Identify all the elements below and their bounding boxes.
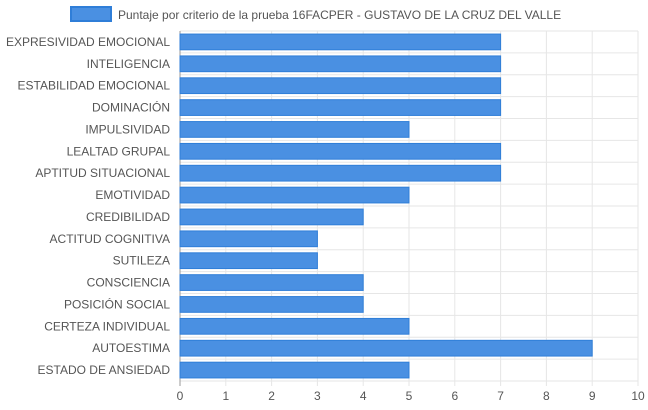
y-axis-labels: EXPRESIVIDAD EMOCIONAL INTELIGENCIA ESTABI… — [6, 35, 170, 377]
bar[interactable] — [179, 208, 364, 226]
category-label: AUTOESTIMA — [92, 341, 170, 355]
x-tick-label: 2 — [268, 389, 275, 403]
x-tick-label: 4 — [360, 389, 367, 403]
legend[interactable]: Puntaje por criterio de la prueba 16FACP… — [70, 6, 561, 22]
category-label: LEALTAD GRUPAL — [67, 144, 171, 158]
x-tick-label: 10 — [631, 389, 645, 403]
bar[interactable] — [179, 252, 318, 270]
x-tick-label: 6 — [451, 389, 458, 403]
category-label: SUTILEZA — [113, 254, 170, 268]
category-label: ESTABILIDAD EMOCIONAL — [18, 79, 171, 93]
legend-swatch — [70, 6, 112, 22]
category-label: CONSCIENCIA — [87, 276, 170, 290]
bar[interactable] — [179, 164, 502, 182]
bar[interactable] — [179, 33, 502, 51]
x-tick-label: 5 — [406, 389, 413, 403]
legend-label: Puntaje por criterio de la prueba 16FACP… — [118, 8, 561, 22]
bars — [179, 33, 593, 379]
x-tick-label: 8 — [543, 389, 550, 403]
x-axis-labels: 0 1 2 3 4 5 6 7 8 9 10 — [177, 389, 645, 403]
category-label: ESTADO DE ANSIEDAD — [38, 363, 171, 377]
bar[interactable] — [179, 361, 410, 379]
bar[interactable] — [179, 186, 410, 204]
category-label: CERTEZA INDIVIDUAL — [44, 319, 170, 333]
bar[interactable] — [179, 77, 502, 95]
bar[interactable] — [179, 99, 502, 116]
x-tick-label: 9 — [589, 389, 596, 403]
bar[interactable] — [179, 230, 318, 248]
category-label: IMPULSIVIDAD — [85, 122, 170, 136]
bar[interactable] — [179, 142, 502, 160]
category-label: INTELIGENCIA — [87, 57, 170, 71]
category-label: EXPRESIVIDAD EMOCIONAL — [6, 35, 170, 49]
bar[interactable] — [179, 296, 364, 313]
x-tick-label: 3 — [314, 389, 321, 403]
bar[interactable] — [179, 121, 410, 138]
x-tick-label: 0 — [177, 389, 184, 403]
category-label: CREDIBILIDAD — [86, 210, 170, 224]
category-label: ACTITUD COGNITIVA — [50, 232, 170, 246]
category-label: APTITUD SITUACIONAL — [35, 166, 170, 180]
bar[interactable] — [179, 317, 410, 335]
bar[interactable] — [179, 339, 593, 357]
x-tick-label: 7 — [497, 389, 504, 403]
bar[interactable] — [179, 274, 364, 291]
category-label: EMOTIVIDAD — [95, 188, 170, 202]
category-label: POSICIÓN SOCIAL — [64, 296, 170, 311]
bar[interactable] — [179, 55, 502, 73]
category-label: DOMINACIÓN — [92, 100, 170, 115]
x-tick-label: 1 — [222, 389, 229, 403]
